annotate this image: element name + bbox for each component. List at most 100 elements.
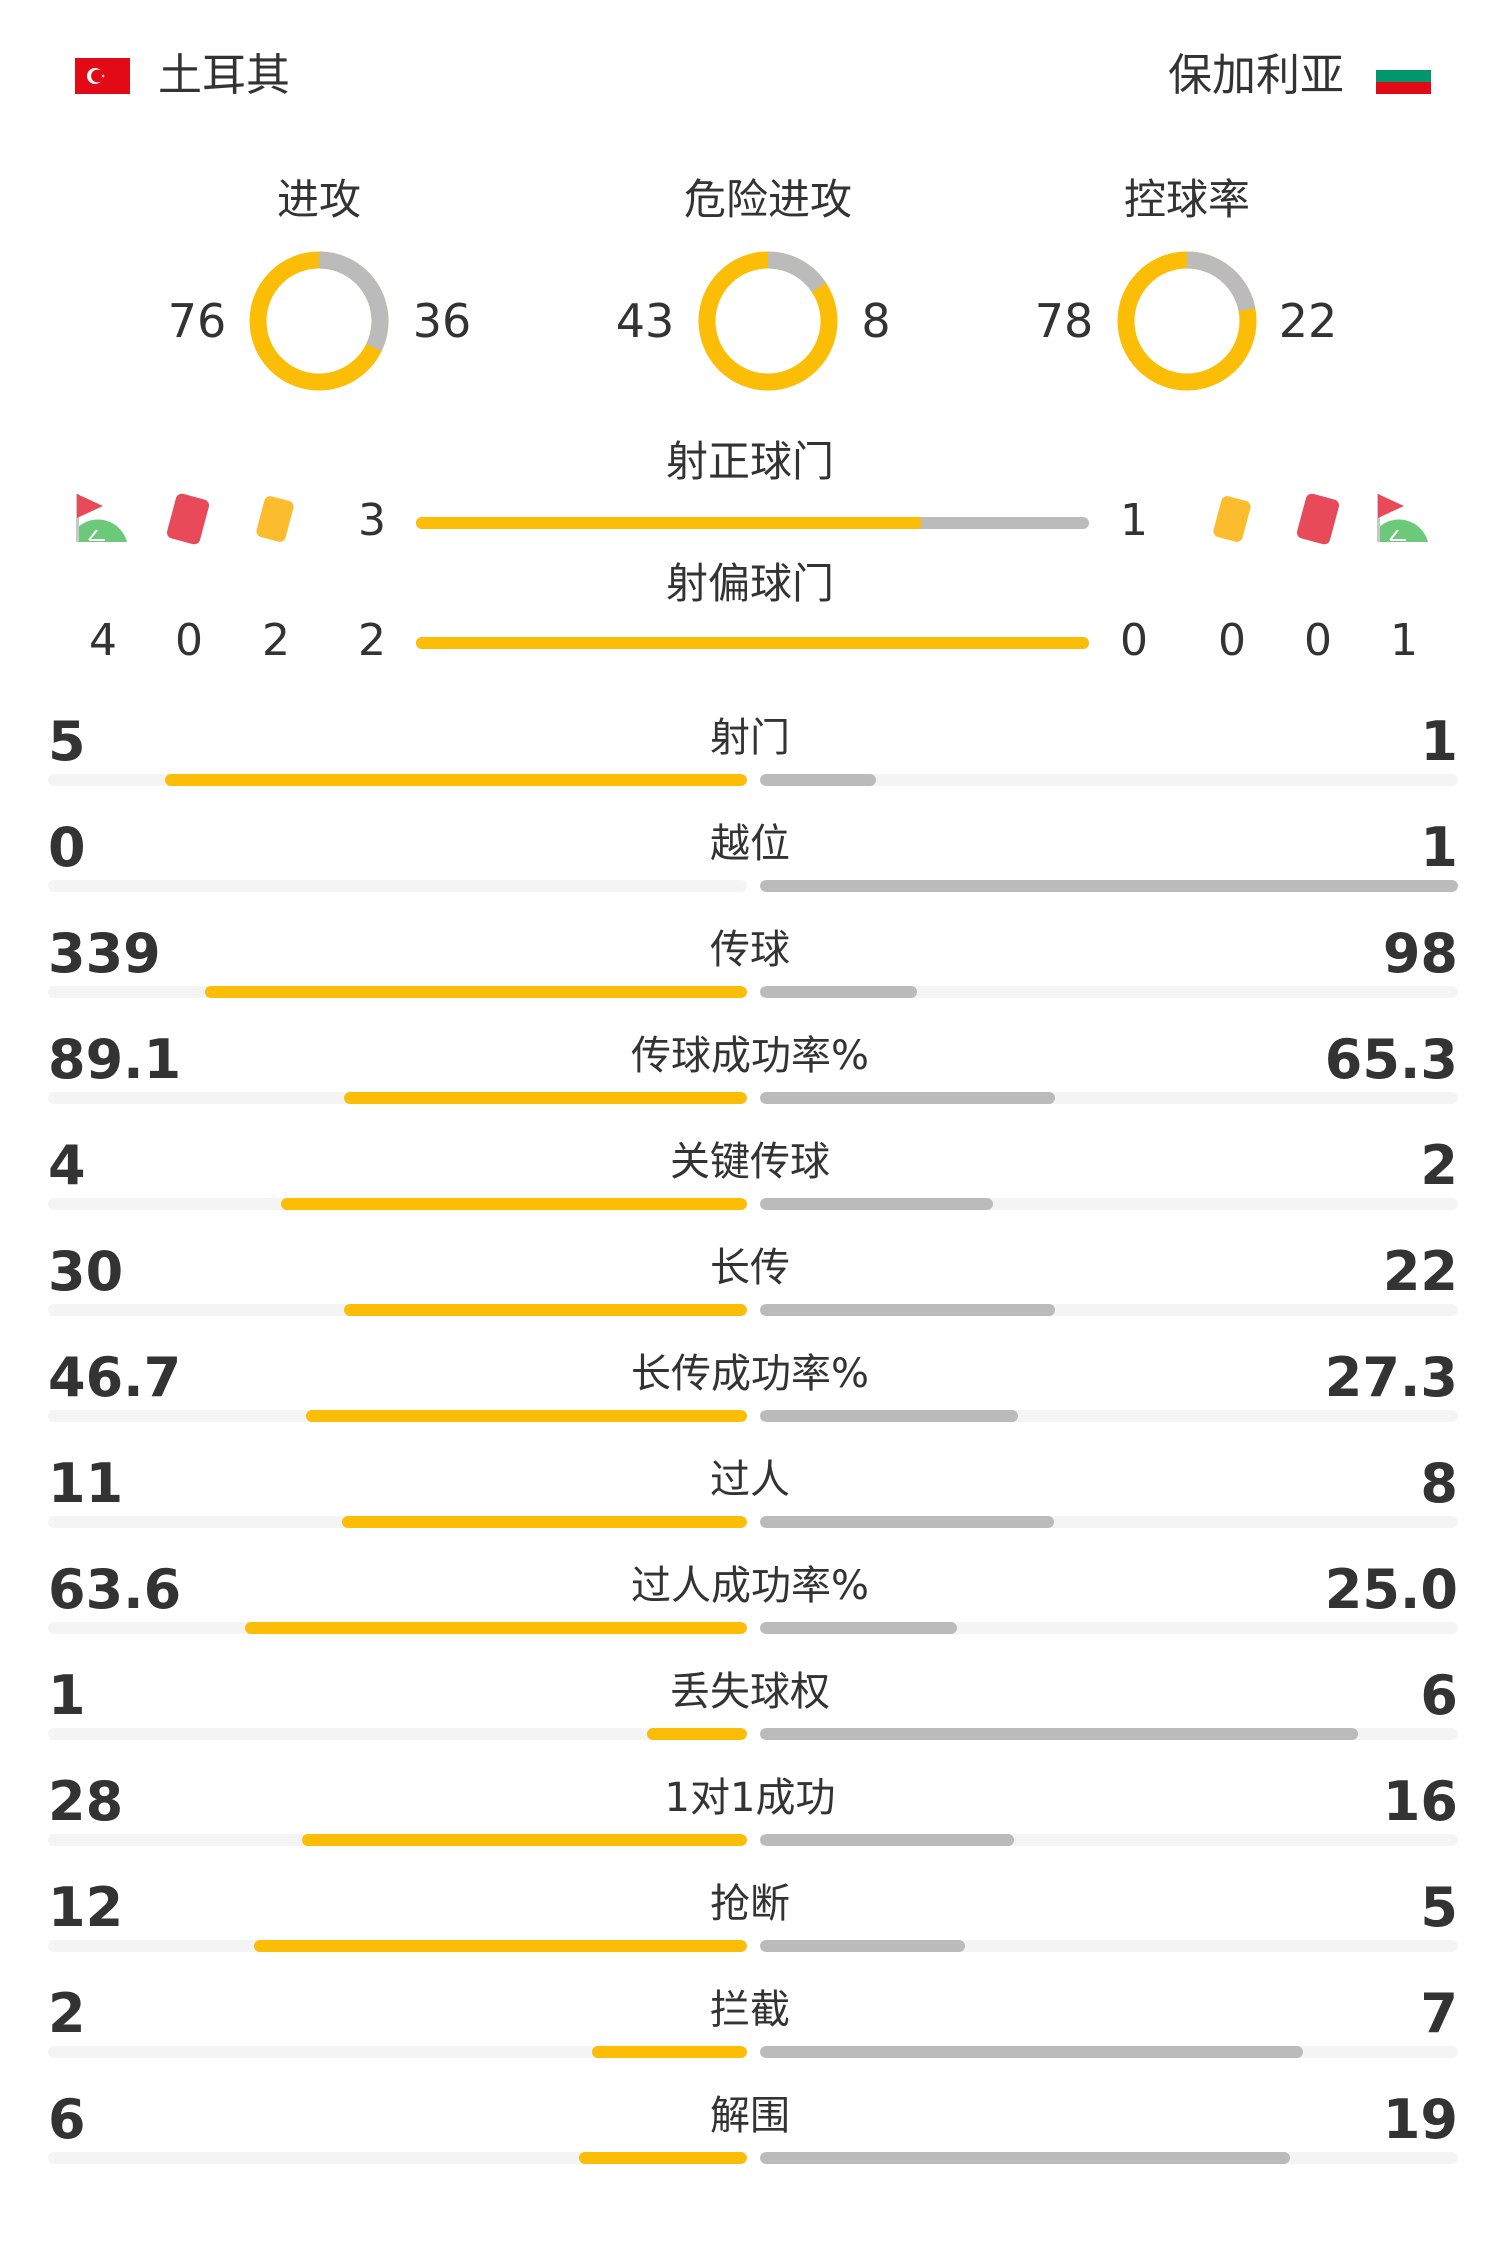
stat-home-track: [48, 774, 747, 786]
stat-home-bar: [579, 2152, 747, 2164]
stat-away-value: 27.3: [1324, 1346, 1458, 1409]
yellow-card-icon: [256, 496, 294, 542]
stat-away-value: 2: [1420, 1134, 1458, 1197]
stat-away-bar: [760, 1410, 1018, 1422]
stat-label: 1对1成功: [664, 1775, 836, 1821]
stat-away-value: 65.3: [1324, 1028, 1458, 1091]
stat-away-track: [760, 880, 1458, 892]
stat-home-value: 5: [48, 710, 86, 773]
stat-label: 解围: [710, 2093, 790, 2139]
stat-away-bar: [760, 986, 917, 998]
stat-away-track: [760, 1834, 1458, 1846]
donut-away-arc: [1117, 251, 1257, 391]
donut-chart: [249, 251, 389, 391]
stat-home-value: 63.6: [48, 1558, 182, 1621]
donut-home-value: 78: [1034, 294, 1094, 348]
stat-away-track: [760, 986, 1458, 998]
donut-home-value: 43: [615, 294, 675, 348]
stat-home-bar: [343, 1304, 747, 1316]
stat-home-bar: [164, 774, 747, 786]
donut-title: 危险进攻: [683, 175, 853, 224]
stat-away-value: 7: [1420, 1982, 1458, 2045]
stat-home-track: [48, 1622, 747, 1634]
stat-home-bar: [245, 1622, 747, 1634]
stat-home-bar: [204, 986, 747, 998]
stat-home-value: 6: [48, 2088, 86, 2151]
stat-label: 抢断: [710, 1881, 790, 1927]
stat-label: 丢失球权: [670, 1669, 830, 1715]
stat-away-track: [760, 1092, 1458, 1104]
away-corners: 1: [1390, 615, 1418, 666]
stat-away-bar: [760, 880, 1458, 892]
stat-away-track: [760, 1728, 1458, 1740]
donut-chart: [698, 251, 838, 391]
stat-away-bar: [760, 1728, 1359, 1740]
stat-label: 传球: [710, 927, 790, 973]
home-corners: 4: [89, 615, 117, 666]
stat-away-value: 5: [1420, 1876, 1458, 1939]
stat-away-value: 98: [1382, 922, 1458, 985]
donut-chart: [1117, 251, 1257, 391]
stat-home-value: 30: [48, 1240, 124, 1303]
stat-home-bar: [305, 1410, 747, 1422]
stat-away-value: 22: [1382, 1240, 1458, 1303]
bulgaria-flag-icon: [1376, 58, 1431, 94]
stat-home-track: [48, 2152, 747, 2164]
stat-away-bar: [760, 1622, 957, 1634]
stat-away-bar: [760, 1092, 1056, 1104]
stat-label: 长传成功率%: [630, 1351, 870, 1397]
shots-on-home-fill: [416, 517, 921, 529]
stat-away-track: [760, 1516, 1458, 1528]
shots-on-away: 1: [1120, 495, 1148, 546]
stat-home-track: [48, 1092, 747, 1104]
stat-label: 射门: [710, 715, 790, 761]
stat-home-bar: [302, 1834, 747, 1846]
stat-away-bar: [760, 2152, 1291, 2164]
donut-away-value: 22: [1278, 294, 1338, 348]
stat-away-bar: [760, 1940, 966, 1952]
stat-home-track: [48, 1410, 747, 1422]
stat-home-value: 339: [48, 922, 161, 985]
shots-on-label: 射正球门: [665, 437, 835, 486]
stat-home-track: [48, 1304, 747, 1316]
donut-home-value: 76: [167, 294, 227, 348]
stat-home-bar: [342, 1516, 747, 1528]
stat-home-track: [48, 1834, 747, 1846]
corner-flag-icon: [1377, 494, 1428, 542]
stat-home-track: [48, 2046, 747, 2058]
stat-home-track: [48, 880, 747, 892]
red-card-icon: [166, 493, 210, 545]
stat-home-track: [48, 1728, 747, 1740]
shots-off-away: 0: [1120, 615, 1148, 666]
home-team-name: 土耳其: [158, 50, 290, 101]
donut-away-value: 8: [861, 294, 891, 348]
stat-away-value: 16: [1382, 1770, 1458, 1833]
stat-away-value: 1: [1420, 816, 1458, 879]
donut-title: 控球率: [1123, 175, 1251, 224]
donut-away-arc: [249, 251, 389, 391]
stat-home-bar: [591, 2046, 747, 2058]
stat-home-value: 4: [48, 1134, 86, 1197]
stat-away-track: [760, 2152, 1458, 2164]
stat-home-value: 11: [48, 1452, 124, 1515]
stat-home-bar: [281, 1198, 747, 1210]
stat-away-bar: [760, 774, 877, 786]
stat-away-value: 6: [1420, 1664, 1458, 1727]
stat-home-value: 28: [48, 1770, 124, 1833]
stat-away-value: 1: [1420, 710, 1458, 773]
stat-away-track: [760, 1304, 1458, 1316]
shots-off-bar: [416, 637, 1089, 649]
donut-title: 进攻: [276, 175, 362, 224]
stat-home-value: 89.1: [48, 1028, 182, 1091]
home-red-cards: 0: [175, 615, 203, 666]
stat-label: 越位: [710, 821, 790, 867]
stat-home-track: [48, 1516, 747, 1528]
stat-away-track: [760, 1940, 1458, 1952]
shots-on-bar: [416, 517, 1089, 529]
stat-away-track: [760, 1622, 1458, 1634]
stat-away-track: [760, 1410, 1458, 1422]
away-team-name: 保加利亚: [1168, 50, 1344, 101]
stat-away-bar: [760, 1198, 993, 1210]
donut-away-value: 36: [412, 294, 472, 348]
shots-on-home: 3: [358, 495, 386, 546]
